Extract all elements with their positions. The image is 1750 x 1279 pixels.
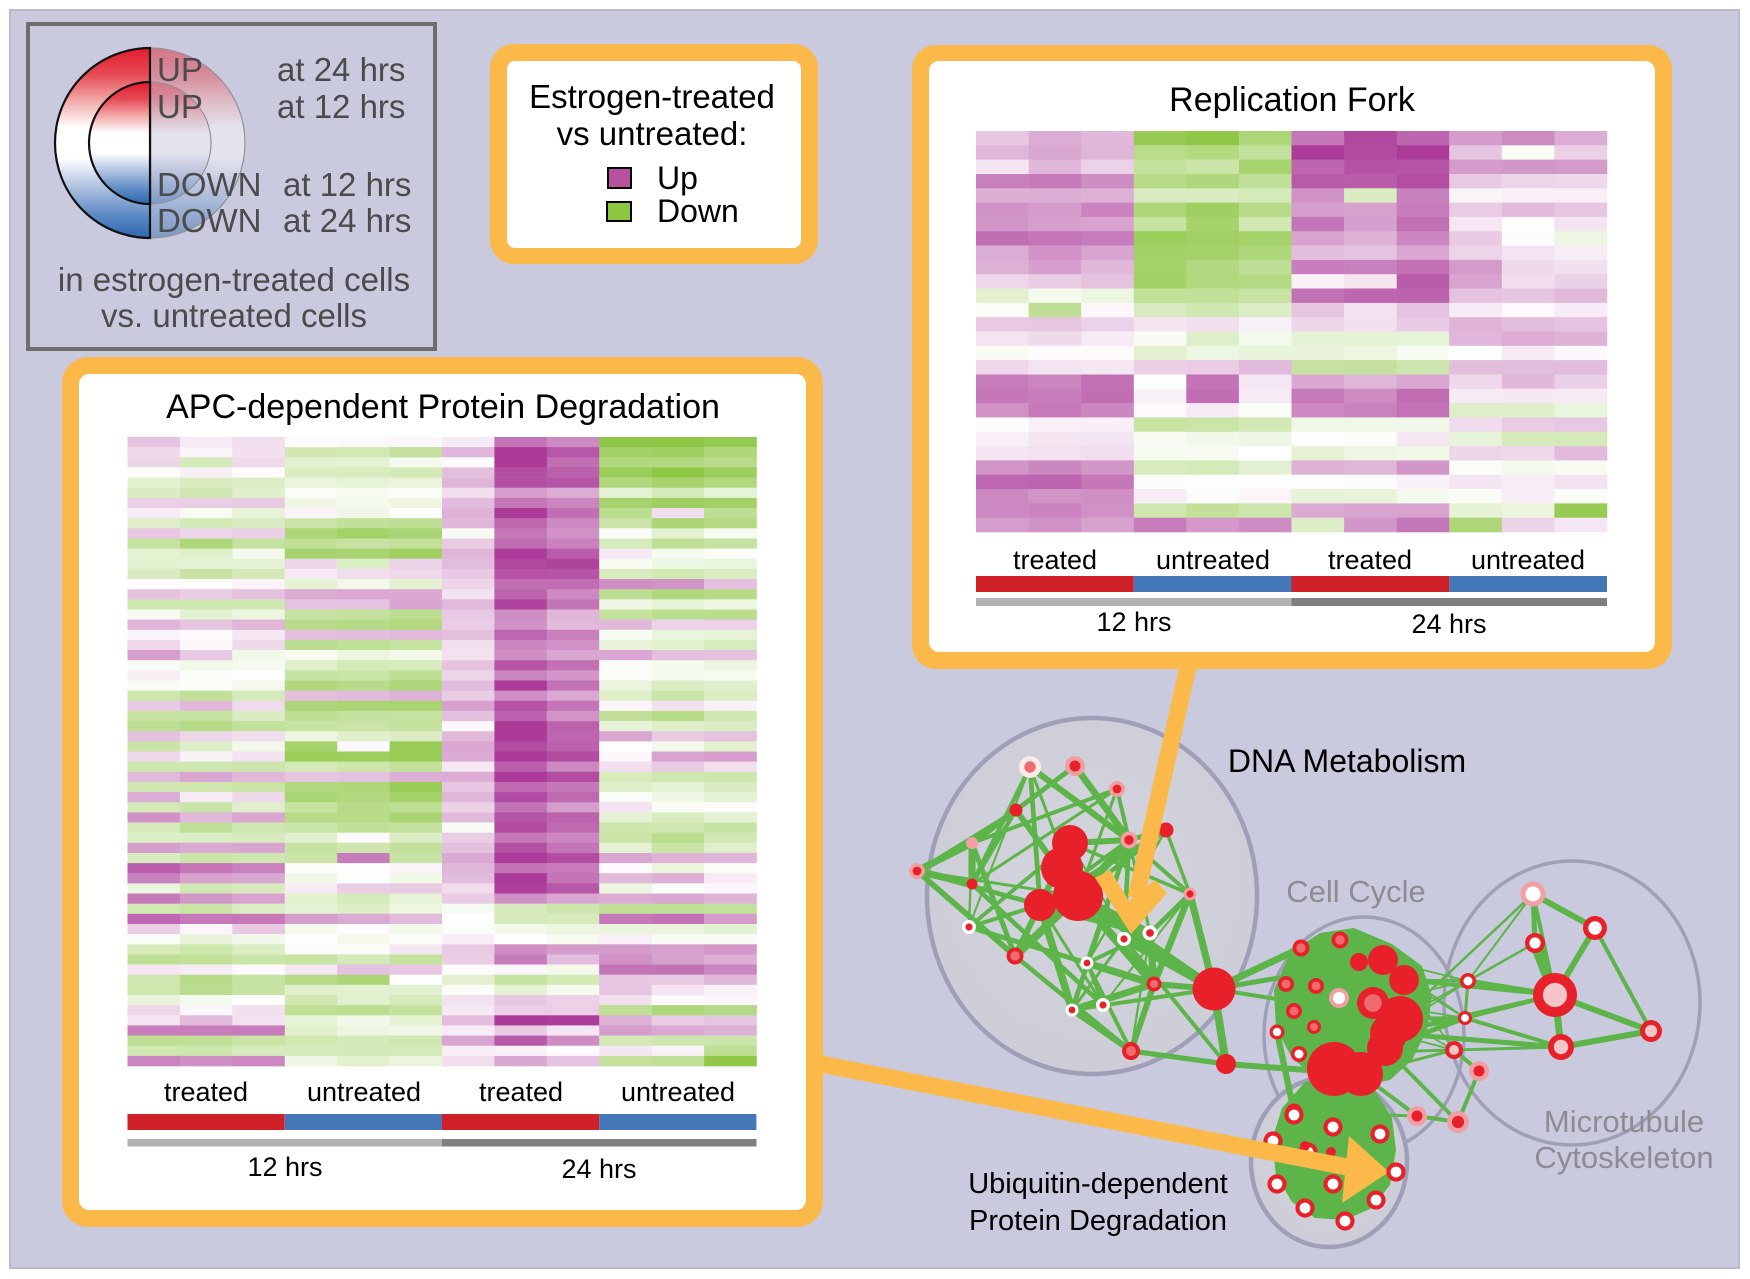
svg-text:at 24 hrs: at 24 hrs — [283, 202, 411, 239]
svg-text:at 12 hrs: at 12 hrs — [283, 166, 411, 203]
svg-text:vs. untreated cells: vs. untreated cells — [101, 297, 367, 334]
svg-text:untreated: untreated — [307, 1077, 421, 1107]
svg-text:12 hrs: 12 hrs — [1096, 607, 1171, 637]
svg-text:in estrogen-treated cells: in estrogen-treated cells — [58, 261, 410, 298]
svg-text:Protein Degradation: Protein Degradation — [969, 1205, 1227, 1237]
svg-text:Cytoskeleton: Cytoskeleton — [1534, 1140, 1713, 1175]
svg-text:UP: UP — [157, 88, 203, 125]
svg-text:Up: Up — [657, 160, 698, 196]
svg-text:untreated: untreated — [1471, 545, 1585, 575]
svg-text:Estrogen-treated: Estrogen-treated — [529, 78, 775, 115]
svg-text:UP: UP — [157, 51, 203, 88]
svg-text:at 12 hrs: at 12 hrs — [277, 88, 405, 125]
svg-text:APC-dependent Protein Degradat: APC-dependent Protein Degradation — [166, 388, 720, 426]
svg-text:untreated: untreated — [621, 1077, 735, 1107]
svg-text:treated: treated — [1328, 545, 1412, 575]
svg-text:DNA Metabolism: DNA Metabolism — [1228, 743, 1466, 779]
svg-text:vs untreated:: vs untreated: — [557, 115, 748, 152]
svg-text:untreated: untreated — [1156, 545, 1270, 575]
svg-text:at 24 hrs: at 24 hrs — [277, 51, 405, 88]
svg-text:treated: treated — [1013, 545, 1097, 575]
svg-text:Ubiquitin-dependent: Ubiquitin-dependent — [968, 1168, 1228, 1200]
svg-text:treated: treated — [479, 1077, 563, 1107]
svg-text:24 hrs: 24 hrs — [1411, 609, 1486, 639]
svg-text:treated: treated — [164, 1077, 248, 1107]
svg-text:Microtubule: Microtubule — [1544, 1104, 1704, 1139]
svg-text:Replication Fork: Replication Fork — [1169, 81, 1416, 119]
svg-text:DOWN: DOWN — [157, 166, 261, 203]
svg-text:Cell Cycle: Cell Cycle — [1286, 874, 1426, 909]
svg-text:12 hrs: 12 hrs — [247, 1152, 322, 1182]
svg-text:DOWN: DOWN — [157, 202, 261, 239]
svg-text:Down: Down — [657, 193, 739, 229]
svg-text:24 hrs: 24 hrs — [561, 1154, 636, 1184]
